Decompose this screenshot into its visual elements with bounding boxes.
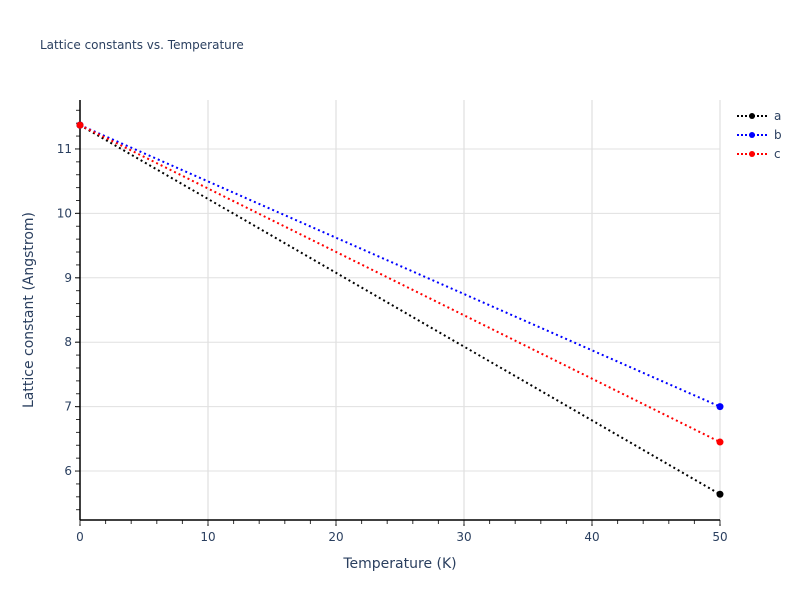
y-tick-label: 7 (64, 400, 72, 414)
legend-item-a[interactable]: a (736, 106, 782, 125)
data-point[interactable] (716, 438, 724, 446)
legend-marker-c-icon (737, 150, 767, 157)
y-tick-label: 11 (57, 142, 72, 156)
legend-item-b[interactable]: b (736, 125, 782, 144)
axes: 0 10 20 30 40 50 6 7 8 9 10 11 (57, 100, 728, 544)
x-axis-label: Temperature (K) (342, 556, 456, 572)
legend-item-c[interactable]: c (736, 144, 782, 163)
x-tick-label: 0 (76, 530, 84, 544)
data-point[interactable] (76, 121, 84, 129)
series-c (76, 121, 724, 446)
y-tick-label: 6 (64, 464, 72, 478)
data-point[interactable] (716, 490, 724, 498)
y-tick-label: 8 (64, 335, 72, 349)
y-axis-label: Lattice constant (Angstrom) (21, 212, 37, 408)
legend-marker-b-icon (737, 131, 767, 138)
legend-marker-a-icon (737, 112, 767, 119)
data-point[interactable] (716, 403, 724, 411)
x-tick-label: 50 (712, 530, 727, 544)
x-tick-label: 10 (200, 530, 215, 544)
series-a (76, 121, 724, 498)
x-tick-label: 40 (584, 530, 599, 544)
legend: a b c (736, 106, 782, 163)
data-series (76, 121, 724, 498)
x-tick-label: 20 (328, 530, 343, 544)
series-b (76, 121, 724, 411)
chart-title: Lattice constants vs. Temperature (40, 38, 244, 52)
gridlines (80, 100, 721, 520)
legend-label: c (774, 146, 781, 161)
legend-label: b (774, 127, 782, 142)
x-tick-label: 30 (456, 530, 471, 544)
y-tick-label: 10 (57, 206, 72, 220)
y-tick-label: 9 (64, 271, 72, 285)
legend-label: a (774, 108, 782, 123)
